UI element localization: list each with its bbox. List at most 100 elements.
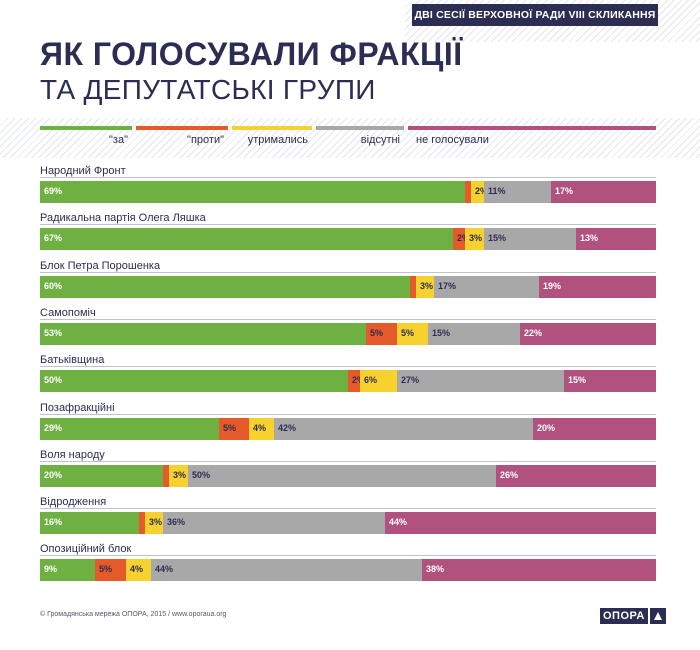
data-label-utrymalys: 3%: [149, 517, 163, 528]
bar-segment-utrymalys: [126, 559, 151, 582]
bar-segment-za: [40, 464, 163, 487]
data-label-ne_holosuvaly: 15%: [568, 375, 587, 386]
category-label: Радикальна партія Олега Ляшка: [40, 212, 206, 225]
legend-swatch: [316, 126, 404, 130]
row-divider: [40, 271, 656, 273]
bar-segment-utrymalys: [249, 417, 274, 440]
category-label: Відродження: [40, 496, 107, 509]
category-label: Опозиційний блок: [40, 543, 132, 556]
bar-segment-ne_holosuvaly: [496, 464, 656, 487]
legend-label: не голосували: [416, 134, 489, 146]
stacked-bar: 20% 3% 50% 26%: [40, 464, 656, 487]
row-divider: [40, 224, 656, 226]
data-label-ne_holosuvaly: 20%: [537, 422, 556, 433]
session-banner: ДВІ СЕСІЇ ВЕРХОВНОЇ РАДИ VIII СКЛИКАННЯ: [412, 4, 658, 26]
opora-logo: ОПОРА: [600, 608, 666, 624]
data-label-proty: 5%: [370, 327, 384, 338]
data-label-za: 60%: [44, 280, 63, 291]
logo-text: ОПОРА: [600, 608, 648, 624]
chart-legend: "за" "проти" утримались відсутні не голосува…: [40, 126, 656, 148]
chart-row: Народний Фронт 69% 2% 11% 17%: [40, 160, 656, 207]
chart-row: Радикальна партія Олега Ляшка 67% 2% 3% 15% 1…: [40, 207, 656, 254]
legend-item-ne_holosuvaly: не голосували: [408, 126, 656, 148]
data-label-vidsutni: 17%: [438, 280, 457, 291]
bar-segment-vidsutni: [151, 559, 422, 582]
bar-segment-utrymalys: [145, 512, 163, 535]
data-label-utrymalys: 4%: [253, 422, 267, 433]
chart-row: Позафракційні 29% 5% 4% 42% 20%: [40, 397, 656, 444]
legend-item-za: "за": [40, 126, 132, 148]
data-label-ne_holosuvaly: 38%: [426, 564, 445, 575]
bar-segment-za: [40, 322, 366, 345]
bar-segment-ne_holosuvaly: [422, 559, 656, 582]
bar-segment-proty: [139, 512, 145, 535]
bar-segment-proty: [465, 181, 471, 203]
stacked-bar: 67% 2% 3% 15% 13%: [40, 228, 656, 251]
legend-label: "проти": [187, 134, 224, 146]
category-label: Воля народу: [40, 448, 105, 461]
data-label-ne_holosuvaly: 13%: [580, 233, 599, 244]
bar-segment-utrymalys: [471, 181, 484, 203]
bar-segment-proty: [410, 275, 416, 298]
data-label-vidsutni: 36%: [167, 517, 186, 528]
data-label-vidsutni: 44%: [155, 564, 174, 575]
page-subtitle: ТА ДЕПУТАТСЬКІ ГРУПИ: [40, 74, 376, 105]
legend-swatch: [232, 126, 312, 130]
category-label: Самопоміч: [40, 306, 96, 319]
legend-hatch-background: [0, 118, 700, 158]
chart-row: Самопоміч 53% 5% 5% 15% 22%: [40, 302, 656, 349]
data-label-vidsutni: 42%: [278, 422, 297, 433]
data-label-proty: 2%: [352, 375, 366, 386]
bar-segment-za: [40, 181, 465, 203]
bar-segment-utrymalys: [169, 464, 188, 487]
triangle-icon: [649, 608, 666, 624]
stacked-bar: 9% 5% 4% 44% 38%: [40, 559, 656, 582]
bar-segment-ne_holosuvaly: [533, 417, 656, 440]
legend-label: "за": [109, 134, 128, 146]
data-label-ne_holosuvaly: 19%: [543, 280, 562, 291]
data-label-za: 50%: [44, 375, 63, 386]
bar-segment-vidsutni: [163, 512, 385, 535]
stacked-bar-chart: Народний Фронт 69% 2% 11% 17% Радикальна парт…: [40, 160, 656, 590]
legend-label: відсутні: [360, 134, 400, 146]
stacked-bar: 29% 5% 4% 42% 20%: [40, 417, 656, 440]
category-label: Батьківщина: [40, 354, 105, 367]
bar-segment-vidsutni: [428, 322, 520, 345]
data-label-vidsutni: 15%: [432, 327, 451, 338]
data-label-utrymalys: 3%: [420, 280, 434, 291]
bar-segment-ne_holosuvaly: [539, 275, 656, 298]
data-label-ne_holosuvaly: 22%: [524, 327, 543, 338]
bar-segment-vidsutni: [434, 275, 539, 298]
legend-swatch: [408, 126, 656, 130]
legend-item-utrymalys: утримались: [232, 126, 312, 148]
data-label-utrymalys: 6%: [364, 375, 378, 386]
bar-segment-vidsutni: [188, 464, 496, 487]
bar-segment-ne_holosuvaly: [564, 370, 656, 393]
data-label-vidsutni: 15%: [488, 233, 507, 244]
data-label-proty: 5%: [99, 564, 113, 575]
bar-segment-proty: [453, 228, 465, 251]
data-label-utrymalys: 2%: [475, 186, 489, 196]
data-label-ne_holosuvaly: 17%: [555, 186, 574, 196]
legend-swatch: [136, 126, 228, 130]
data-label-ne_holosuvaly: 44%: [389, 517, 408, 528]
row-divider: [40, 366, 656, 368]
bar-segment-ne_holosuvaly: [520, 322, 656, 345]
data-label-za: 53%: [44, 327, 63, 338]
bar-segment-vidsutni: [274, 417, 533, 440]
legend-swatch: [40, 126, 132, 130]
data-label-vidsutni: 27%: [401, 375, 420, 386]
bar-segment-za: [40, 370, 348, 393]
data-label-utrymalys: 3%: [173, 469, 187, 480]
stacked-bar: 50% 2% 6% 27% 15%: [40, 370, 656, 393]
bar-segment-utrymalys: [465, 228, 484, 251]
row-divider: [40, 555, 656, 557]
stacked-bar: 60% 3% 17% 19%: [40, 275, 656, 298]
data-label-vidsutni: 11%: [488, 186, 506, 196]
category-label: Блок Петра Порошенка: [40, 259, 161, 272]
data-label-vidsutni: 50%: [192, 469, 211, 480]
bar-segment-vidsutni: [484, 228, 576, 251]
data-label-za: 16%: [44, 517, 63, 528]
bar-segment-za: [40, 417, 219, 440]
chart-row: Відродження 16% 3% 36% 44%: [40, 491, 656, 538]
